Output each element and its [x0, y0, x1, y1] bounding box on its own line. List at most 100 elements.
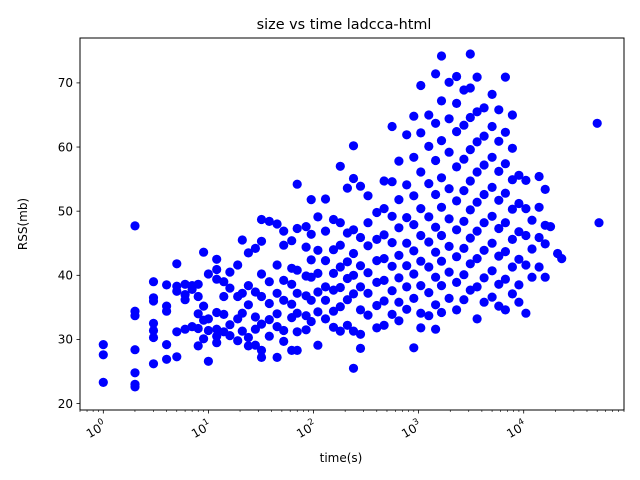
data-point	[500, 159, 510, 169]
data-point	[409, 220, 419, 230]
data-point	[237, 235, 247, 245]
data-point	[387, 121, 397, 132]
data-point	[148, 325, 159, 336]
data-point	[130, 221, 140, 231]
data-point	[348, 326, 359, 336]
data-point	[98, 350, 108, 360]
data-point	[256, 236, 267, 246]
data-point	[402, 282, 412, 292]
data-point	[287, 279, 297, 289]
data-point	[379, 176, 389, 186]
data-point	[212, 307, 222, 318]
data-point	[416, 167, 426, 177]
data-point	[436, 307, 447, 318]
data-point	[479, 103, 489, 113]
data-point	[409, 269, 419, 279]
data-point	[292, 288, 302, 298]
data-point	[444, 267, 454, 277]
data-point	[472, 282, 482, 292]
x-tick-label: 103	[398, 417, 424, 441]
data-point	[487, 152, 497, 162]
data-point	[514, 254, 524, 264]
data-point	[306, 272, 316, 282]
data-point	[416, 323, 426, 333]
data-point	[187, 284, 197, 294]
data-point	[363, 241, 373, 251]
data-point	[306, 229, 316, 239]
data-point	[416, 281, 426, 291]
data-point	[444, 184, 454, 194]
data-point	[342, 183, 352, 193]
data-point	[335, 161, 345, 171]
data-point	[500, 188, 510, 198]
data-point	[402, 180, 412, 190]
data-point	[521, 260, 531, 270]
data-point	[172, 286, 182, 296]
data-point	[394, 316, 404, 326]
data-point	[394, 250, 404, 260]
data-point	[507, 110, 517, 120]
data-point	[203, 356, 213, 366]
y-tick-label: 40	[58, 269, 73, 283]
data-point	[272, 219, 282, 229]
data-point	[436, 96, 447, 106]
data-point	[372, 323, 382, 333]
data-point	[479, 131, 489, 141]
data-point	[372, 300, 382, 311]
data-point	[130, 345, 140, 355]
data-point	[203, 269, 213, 279]
data-point	[180, 279, 190, 289]
data-point	[487, 238, 497, 248]
plot-frame	[79, 37, 625, 411]
data-point	[416, 256, 426, 266]
data-point	[500, 127, 510, 137]
data-point	[279, 275, 289, 285]
data-point	[219, 309, 229, 319]
data-point	[527, 272, 537, 282]
data-point	[424, 262, 434, 272]
data-point	[444, 114, 454, 124]
data-point	[521, 204, 531, 214]
data-point	[472, 314, 482, 324]
data-point	[416, 80, 426, 91]
data-point	[494, 223, 504, 234]
data-point	[487, 89, 497, 99]
data-point	[521, 175, 531, 185]
data-point	[545, 222, 556, 232]
data-point	[98, 340, 108, 350]
data-point	[219, 277, 229, 287]
data-point	[379, 254, 389, 264]
data-point	[487, 182, 497, 192]
data-point	[409, 152, 419, 162]
data-point	[199, 301, 209, 311]
data-point	[459, 243, 469, 253]
data-point	[514, 170, 524, 180]
data-point	[212, 331, 222, 341]
data-point	[379, 204, 389, 214]
data-point	[256, 345, 267, 355]
data-point	[313, 245, 323, 255]
y-tick-label: 30	[58, 333, 73, 347]
data-point	[452, 225, 462, 235]
data-point	[387, 286, 397, 296]
data-point	[487, 121, 497, 132]
data-point	[465, 49, 475, 59]
data-point	[320, 282, 331, 292]
data-point	[212, 338, 222, 348]
data-point	[436, 136, 447, 146]
data-point	[162, 340, 172, 350]
data-point	[472, 107, 482, 117]
data-point	[301, 325, 311, 335]
data-point	[431, 118, 441, 128]
data-point	[264, 298, 274, 309]
data-point	[409, 343, 419, 353]
data-point	[444, 293, 454, 303]
data-point	[424, 179, 434, 189]
data-point	[557, 254, 567, 264]
data-point	[335, 218, 345, 228]
data-point	[452, 277, 462, 287]
data-point	[355, 305, 366, 315]
x-axis-label: time(s)	[320, 451, 363, 465]
data-point	[416, 308, 426, 318]
data-point	[452, 98, 462, 108]
